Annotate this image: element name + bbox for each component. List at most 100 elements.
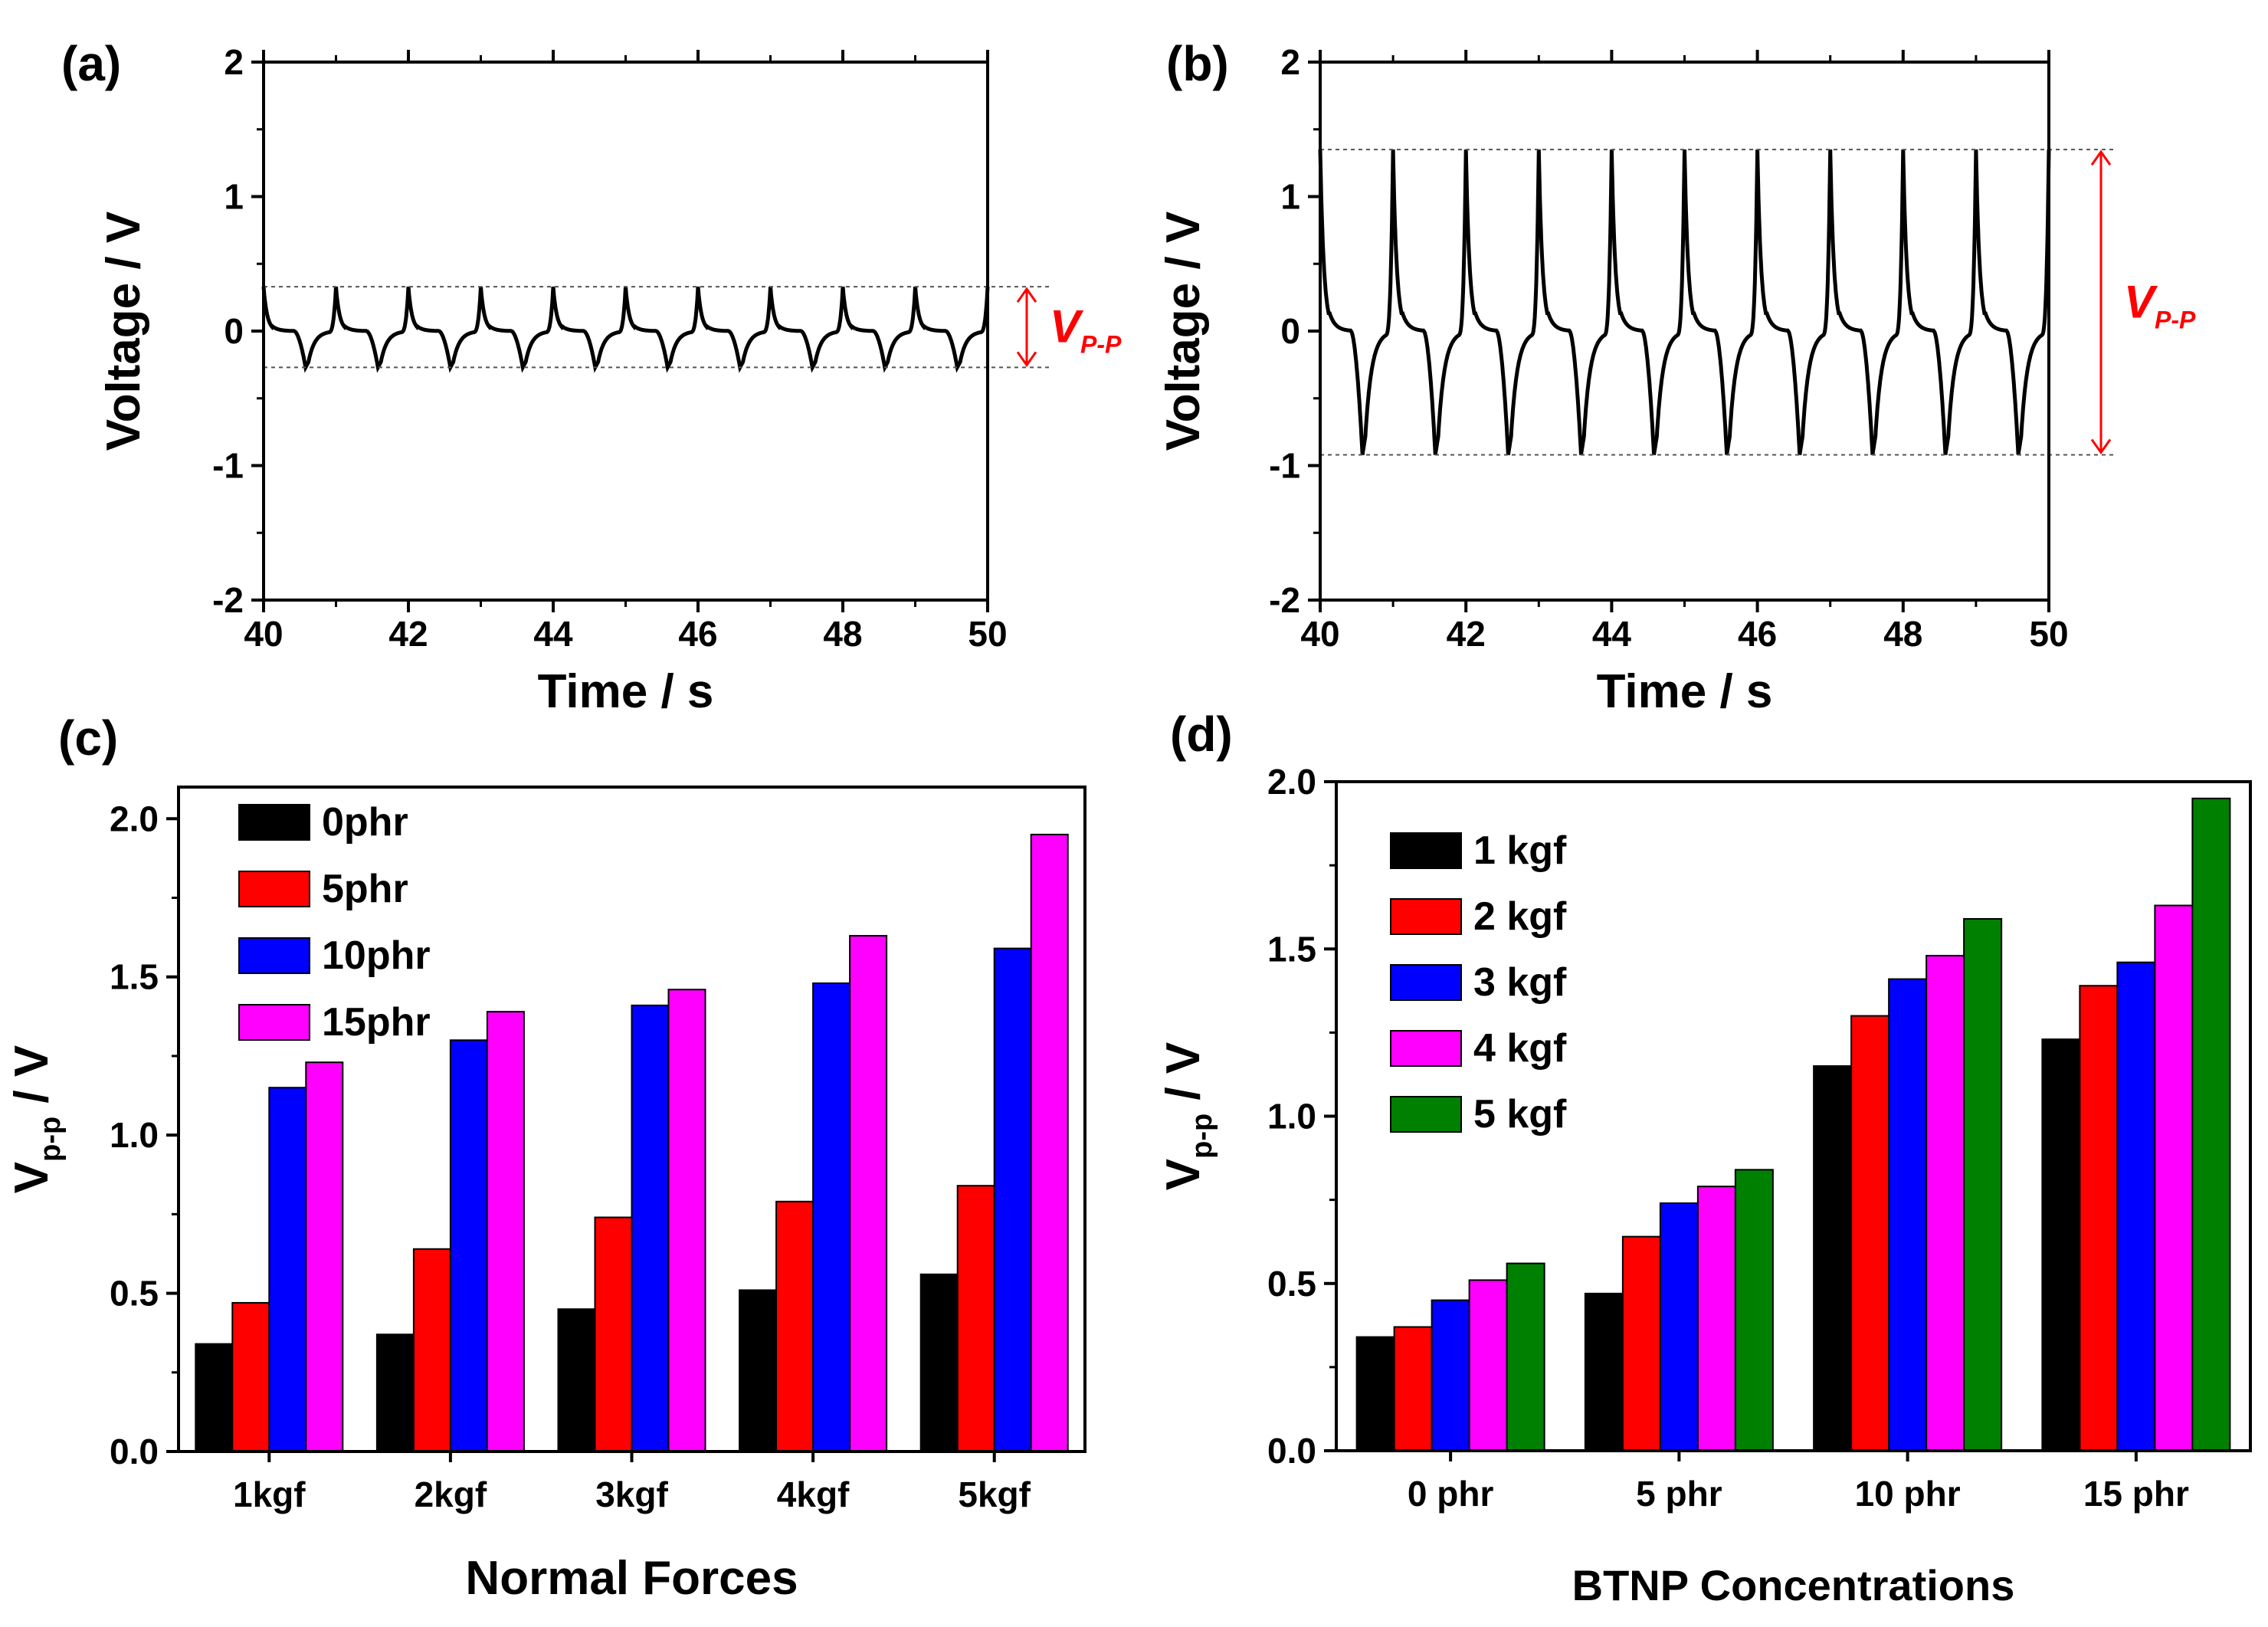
bar-2kgf-5phr (1621, 1235, 1661, 1452)
bar-0phr-1kgf (195, 1343, 234, 1452)
bar-3kgf-15phr (2116, 961, 2156, 1452)
x-axis-title: BTNP Concentrations (1572, 1561, 2015, 1609)
x-tick-label: 46 (1738, 614, 1777, 654)
vpp-arrowhead-bottom (2090, 438, 2112, 455)
x-tick-label: 44 (533, 614, 573, 654)
bar-4kgf-15phr (2154, 904, 2194, 1452)
bar-10phr-3kgf (631, 1004, 670, 1453)
y-tick-label: 1.5 (110, 957, 159, 997)
y-tick-label: 0.5 (110, 1274, 159, 1314)
bar-1kgf-0phr (1355, 1336, 1395, 1452)
x-tick-label: 50 (968, 614, 1007, 654)
legend-label: 4 kgf (1473, 1026, 1567, 1071)
y-axis-title: Voltage / V (97, 212, 150, 451)
x-tick-label: 0 phr (1408, 1474, 1494, 1514)
panel-label: (d) (1170, 707, 1233, 762)
bar-5phr-4kgf (775, 1200, 814, 1453)
x-tick-label: 50 (2029, 614, 2068, 654)
y-tick-label: 2.0 (1267, 762, 1316, 802)
y-tick-label: -2 (1269, 580, 1300, 620)
panel-c: (c) 1kgf 2kgf 3kgf 4kgf 5kgf 0.0 0.5 1.0 1.5 2.0 0p… (5, 710, 1086, 1605)
bar-1kgf-15phr (2041, 1038, 2081, 1452)
legend-swatch-5phr (238, 871, 310, 907)
vpp-label-main: V (1050, 301, 1084, 353)
y-tick-label: 1 (1280, 177, 1300, 217)
legend-label: 5phr (322, 867, 408, 911)
legend-label: 5 kgf (1473, 1092, 1567, 1137)
x-tick-label: 42 (388, 614, 428, 654)
y-tick-label: 0.0 (1267, 1431, 1316, 1471)
bar-5phr-2kgf (412, 1248, 451, 1453)
x-tick-label: 15 phr (2083, 1474, 2189, 1514)
y-tick-label: -2 (212, 580, 244, 620)
bar-1kgf-5phr (1584, 1292, 1624, 1452)
y-tick-label: 1.0 (110, 1115, 159, 1155)
panel-d: (d) 0 phr 5 phr 10 phr 15 phr 0.0 0.5 1.0 1.5 2.0… (1157, 707, 2252, 1609)
x-tick-label: 4kgf (777, 1474, 850, 1514)
bar-15phr-4kgf (849, 935, 888, 1452)
bar-15phr-2kgf (486, 1011, 525, 1452)
bar-0phr-2kgf (375, 1333, 415, 1452)
x-tick-label: 2kgf (415, 1474, 487, 1514)
vpp-label-main: V (2124, 276, 2158, 327)
y-tick-label: 2.0 (110, 799, 159, 838)
bar-2kgf-10phr (1850, 1015, 1890, 1452)
bar-5phr-1kgf (231, 1301, 270, 1453)
bar-2kgf-15phr (2079, 985, 2119, 1452)
y-tick-label: -1 (212, 446, 244, 486)
bar-3kgf-0phr (1431, 1299, 1470, 1452)
legend-swatch-15phr (238, 1004, 310, 1041)
vpp-label: VP-P (1050, 301, 1122, 359)
bar-5kgf-15phr (2191, 797, 2231, 1452)
y-axis-title: Vp-p / V (1157, 1042, 1218, 1190)
bar-2kgf-0phr (1393, 1326, 1433, 1452)
vpp-label-sub: P-P (1080, 331, 1122, 359)
x-tick-label: 5kgf (958, 1474, 1031, 1514)
legend-swatch-4kgf (1390, 1030, 1462, 1067)
y-tick-label: 0 (224, 311, 244, 351)
bar-10phr-1kgf (268, 1087, 307, 1452)
bar-5kgf-5phr (1734, 1169, 1774, 1452)
vpp-label-sub: P-P (2155, 306, 2196, 333)
y-axis-title-sub: p-p (34, 1117, 67, 1162)
bar-4kgf-5phr (1696, 1186, 1736, 1452)
bar-4kgf-10phr (1926, 954, 1965, 1452)
x-tick-label: 46 (678, 614, 717, 654)
plot-frame (262, 61, 989, 602)
voltage-trace (1318, 149, 2051, 455)
x-tick-label: 3kgf (595, 1474, 668, 1514)
vpp-arrowhead-bottom (1016, 351, 1037, 367)
y-tick-label: 0 (1280, 311, 1300, 351)
x-tick-label: 42 (1447, 614, 1486, 654)
x-tick-label: 48 (823, 614, 862, 654)
bar-0phr-5kgf (919, 1273, 959, 1453)
x-tick-label: 48 (1883, 614, 1922, 654)
y-tick-label: 1 (224, 177, 244, 217)
bar-0phr-4kgf (739, 1289, 778, 1453)
y-axis-title-sub: p-p (1186, 1114, 1218, 1159)
vpp-arrowhead-top (1016, 287, 1037, 303)
bar-10phr-4kgf (812, 982, 851, 1452)
x-axis-title: Time / s (538, 665, 714, 718)
panel-label: (c) (58, 710, 118, 766)
x-tick-label: 40 (1300, 614, 1339, 654)
y-axis-title: Voltage / V (1157, 212, 1210, 451)
x-tick-label: 1kgf (233, 1474, 306, 1514)
x-axis-title: Time / s (1597, 665, 1773, 718)
legend-label: 0phr (322, 800, 408, 845)
bar-15phr-3kgf (667, 989, 706, 1452)
legend-swatch-0phr (238, 804, 310, 841)
bar-5phr-3kgf (594, 1216, 633, 1452)
legend-label: 2 kgf (1473, 894, 1567, 939)
x-tick-label: 10 phr (1855, 1474, 1961, 1514)
legend-label: 15phr (322, 1000, 431, 1045)
panel-b: (b) VP-P 40 42 44 46 48 50 -2 -1 0 1 2 Time / s Voltag… (1157, 36, 2196, 718)
y-tick-label: 1.5 (1267, 929, 1316, 969)
y-axis-title-unit: / V (5, 1045, 58, 1117)
legend-swatch-5kgf (1390, 1096, 1462, 1133)
vpp-label: VP-P (2124, 276, 2196, 333)
legend-label: 1 kgf (1473, 828, 1567, 873)
bar-3kgf-5phr (1659, 1202, 1699, 1452)
panel-a: (a) VP-P 40 42 44 46 48 50 -2 -1 0 1 2 Time / s Voltag… (61, 36, 1122, 718)
